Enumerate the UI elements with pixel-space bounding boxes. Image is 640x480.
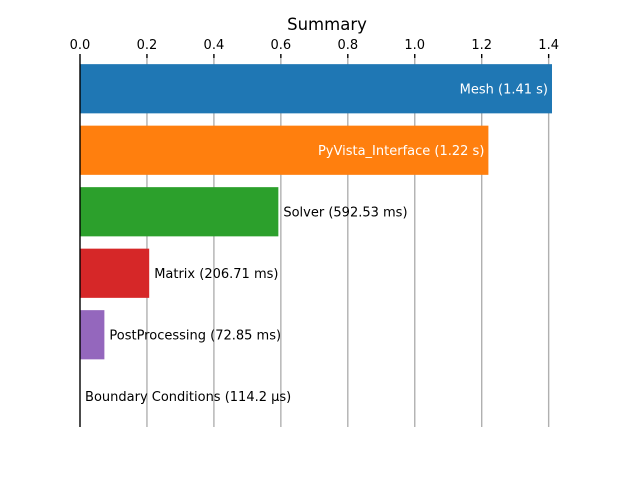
x-tick-label: 1.0	[404, 38, 425, 53]
bars	[80, 64, 552, 421]
chart-title: Summary	[287, 15, 367, 34]
x-tick-label: 1.2	[471, 38, 492, 53]
bar-mesh	[80, 64, 552, 114]
bar-label: PostProcessing (72.85 ms)	[109, 328, 281, 343]
bar-label: Solver (592.53 ms)	[283, 205, 407, 220]
bar-label: Matrix (206.71 ms)	[154, 267, 278, 282]
bar-solver	[80, 187, 279, 237]
bar-pyvista-interface	[80, 125, 489, 175]
x-tick-label: 0.4	[204, 38, 225, 53]
bar-label: PyVista_Interface (1.22 s)	[318, 144, 484, 159]
x-tick-label: 0.2	[137, 38, 158, 53]
x-axis-ticks: 0.0 0.2 0.4 0.6 0.8 1.0 1.2 1.4	[70, 38, 559, 58]
x-tick-label: 0.6	[271, 38, 292, 53]
bar-matrix	[80, 248, 150, 298]
bar-postprocessing	[80, 310, 105, 360]
bar-labels: Mesh (1.41 s) PyVista_Interface (1.22 s) S…	[85, 82, 548, 405]
bar-label: Mesh (1.41 s)	[460, 82, 548, 97]
grid-lines	[146, 58, 550, 427]
bar-label: Boundary Conditions (114.2 µs)	[85, 390, 291, 405]
x-tick-label: 0.0	[70, 38, 91, 53]
x-tick-label: 0.8	[337, 38, 358, 53]
x-tick-label: 1.4	[538, 38, 559, 53]
